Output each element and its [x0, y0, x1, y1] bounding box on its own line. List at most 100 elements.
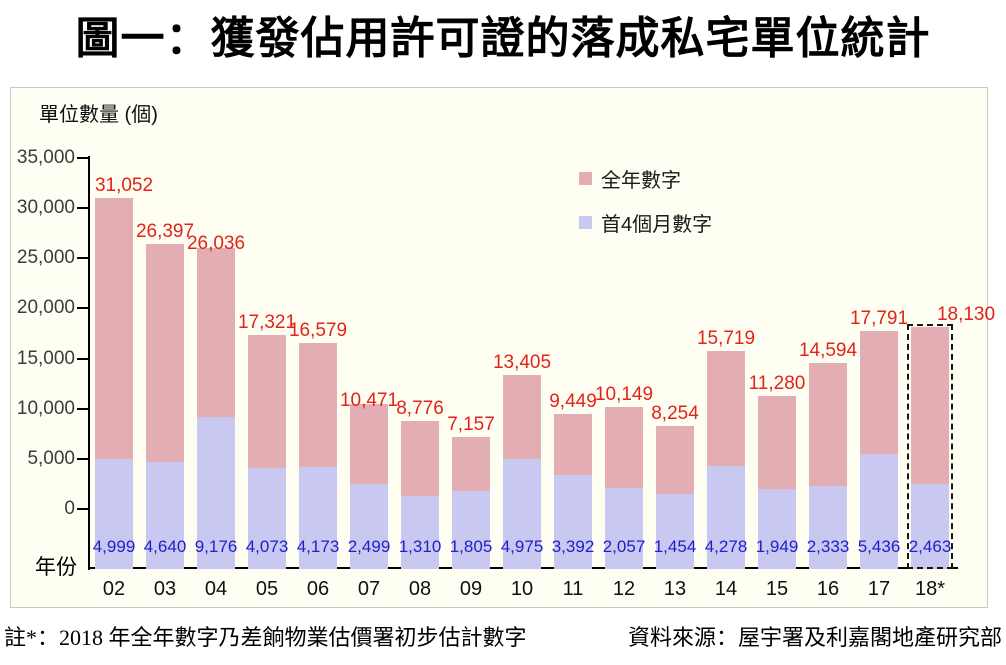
x-category-label: 07 [357, 578, 381, 600]
bar-value-label-first4: 2,463 [908, 537, 952, 556]
bar-segment-first4 [452, 490, 490, 569]
x-category-label: 10 [510, 578, 534, 600]
y-tick [77, 457, 88, 460]
y-tick-label: 20,000 [16, 297, 75, 319]
bar-segment-first4 [911, 484, 949, 569]
y-tick [77, 157, 88, 159]
bar-value-label-first4: 4,278 [704, 537, 748, 556]
bar-segment-full-year [605, 407, 643, 489]
x-category-label: 16 [816, 578, 840, 600]
bar-value-label-full-year: 9,449 [549, 391, 597, 413]
y-tick [77, 307, 88, 310]
bar-value-label-first4: 1,310 [398, 537, 442, 556]
y-tick [77, 257, 88, 260]
bar-value-label-full-year: 31,052 [94, 174, 154, 196]
bar-segment-full-year [860, 330, 898, 455]
y-tick-label: 0 [64, 498, 75, 519]
y-tick-label: 10,000 [16, 397, 75, 419]
legend-swatch-icon [579, 172, 592, 185]
y-tick [77, 508, 88, 510]
x-category-label: 03 [153, 578, 177, 600]
bar-segment-full-year [146, 244, 184, 463]
bar-value-label-first4: 4,999 [92, 537, 136, 556]
y-tick-label: 35,000 [16, 147, 75, 168]
legend: 全年數字首4個月數字 [579, 164, 712, 252]
x-category-label: 04 [204, 578, 228, 600]
bar-segment-first4 [146, 462, 184, 569]
bar-segment-full-year [95, 197, 133, 459]
y-tick [77, 207, 88, 210]
bar-value-label-first4: 1,949 [755, 537, 799, 556]
x-category-label: 11 [562, 578, 584, 600]
bar-value-label-first4: 1,805 [449, 537, 493, 556]
y-tick-label: 25,000 [16, 247, 75, 269]
bar-segment-full-year [809, 362, 847, 486]
bar-value-label-first4: 9,176 [194, 537, 238, 556]
bar-value-label-full-year: 8,776 [396, 397, 444, 419]
y-tick-label: 30,000 [16, 197, 75, 219]
bar-value-label-first4: 2,057 [602, 537, 646, 556]
bar-value-label-full-year: 8,254 [651, 403, 699, 425]
y-tick-label: 5,000 [27, 447, 75, 469]
bar-segment-first4 [809, 485, 847, 569]
bar-value-label-full-year: 18,130 [936, 304, 996, 326]
bar-value-label-first4: 4,640 [143, 537, 187, 556]
source-note: 資料來源：屋宇署及利嘉閣地產研究部 [627, 625, 1002, 650]
bar-value-label-full-year: 14,594 [798, 339, 858, 361]
bar-value-label-full-year: 10,149 [594, 384, 654, 406]
bar-value-label-full-year: 26,397 [135, 221, 195, 243]
x-category-label: 13 [663, 578, 687, 600]
bar-segment-first4 [401, 495, 439, 569]
bar-value-label-first4: 4,173 [296, 537, 340, 556]
bar-segment-first4 [299, 467, 337, 569]
bar-value-label-first4: 2,333 [806, 537, 850, 556]
x-category-label: 12 [612, 578, 636, 600]
bar-segment-full-year [503, 374, 541, 460]
bar-value-label-full-year: 15,719 [696, 328, 756, 350]
bar-segment-first4 [605, 488, 643, 569]
bar-segment-first4 [350, 483, 388, 569]
bar-segment-full-year [707, 351, 745, 467]
bar-value-label-full-year: 17,321 [237, 312, 297, 334]
x-category-label: 09 [459, 578, 483, 600]
x-category-label: 15 [765, 578, 789, 600]
bar-value-label-first4: 5,436 [857, 537, 901, 556]
bar-segment-first4 [248, 468, 286, 569]
y-axis-line [88, 156, 90, 570]
bar-segment-first4 [95, 458, 133, 569]
bar-segment-full-year [197, 247, 235, 417]
x-category-label: 02 [102, 578, 126, 600]
bar-value-label-full-year: 10,471 [339, 389, 399, 411]
legend-label: 首4個月數字 [601, 214, 713, 236]
bar-value-label-first4: 4,975 [500, 537, 544, 556]
plot: 35,000 30,000 25,000 20,000 15,000 10,000 5,00… [11, 88, 995, 607]
bar-value-label-first4: 1,454 [653, 537, 697, 556]
bar-segment-first4 [656, 494, 694, 569]
estimate-dashed-outline [907, 324, 953, 569]
bar-segment-full-year [758, 395, 796, 490]
bar-segment-full-year [401, 420, 439, 496]
x-category-label: 06 [306, 578, 330, 600]
x-category-label: 14 [714, 578, 738, 600]
x-category-label: 18* [914, 578, 946, 600]
legend-swatch-icon [579, 216, 592, 229]
bar-segment-first4 [707, 466, 745, 569]
bar-value-label-full-year: 13,405 [492, 351, 552, 373]
bar-segment-full-year [911, 327, 949, 485]
x-category-label: 17 [867, 578, 891, 600]
bar-value-label-full-year: 26,036 [186, 232, 246, 254]
chart-area: 單位數量 (個) 年份 全年數字 首4個月數字 35,000 30,000 25,00… [10, 87, 995, 608]
bar-value-label-first4: 2,499 [347, 537, 391, 556]
bar-value-label-full-year: 17,791 [849, 307, 909, 329]
bar-segment-full-year [452, 437, 490, 491]
x-category-label: 08 [408, 578, 432, 600]
bar-segment-first4 [197, 416, 235, 569]
legend-label: 全年數字 [601, 170, 681, 192]
y-axis-title: 單位數量 (個) [39, 104, 158, 126]
bar-value-label-first4: 4,073 [245, 537, 289, 556]
bar-value-label-full-year: 7,157 [447, 414, 495, 436]
bar-value-label-first4: 3,392 [551, 537, 595, 556]
bar-segment-full-year [248, 335, 286, 469]
bar-segment-full-year [554, 414, 592, 475]
legend-item: 全年數字 [579, 164, 712, 193]
